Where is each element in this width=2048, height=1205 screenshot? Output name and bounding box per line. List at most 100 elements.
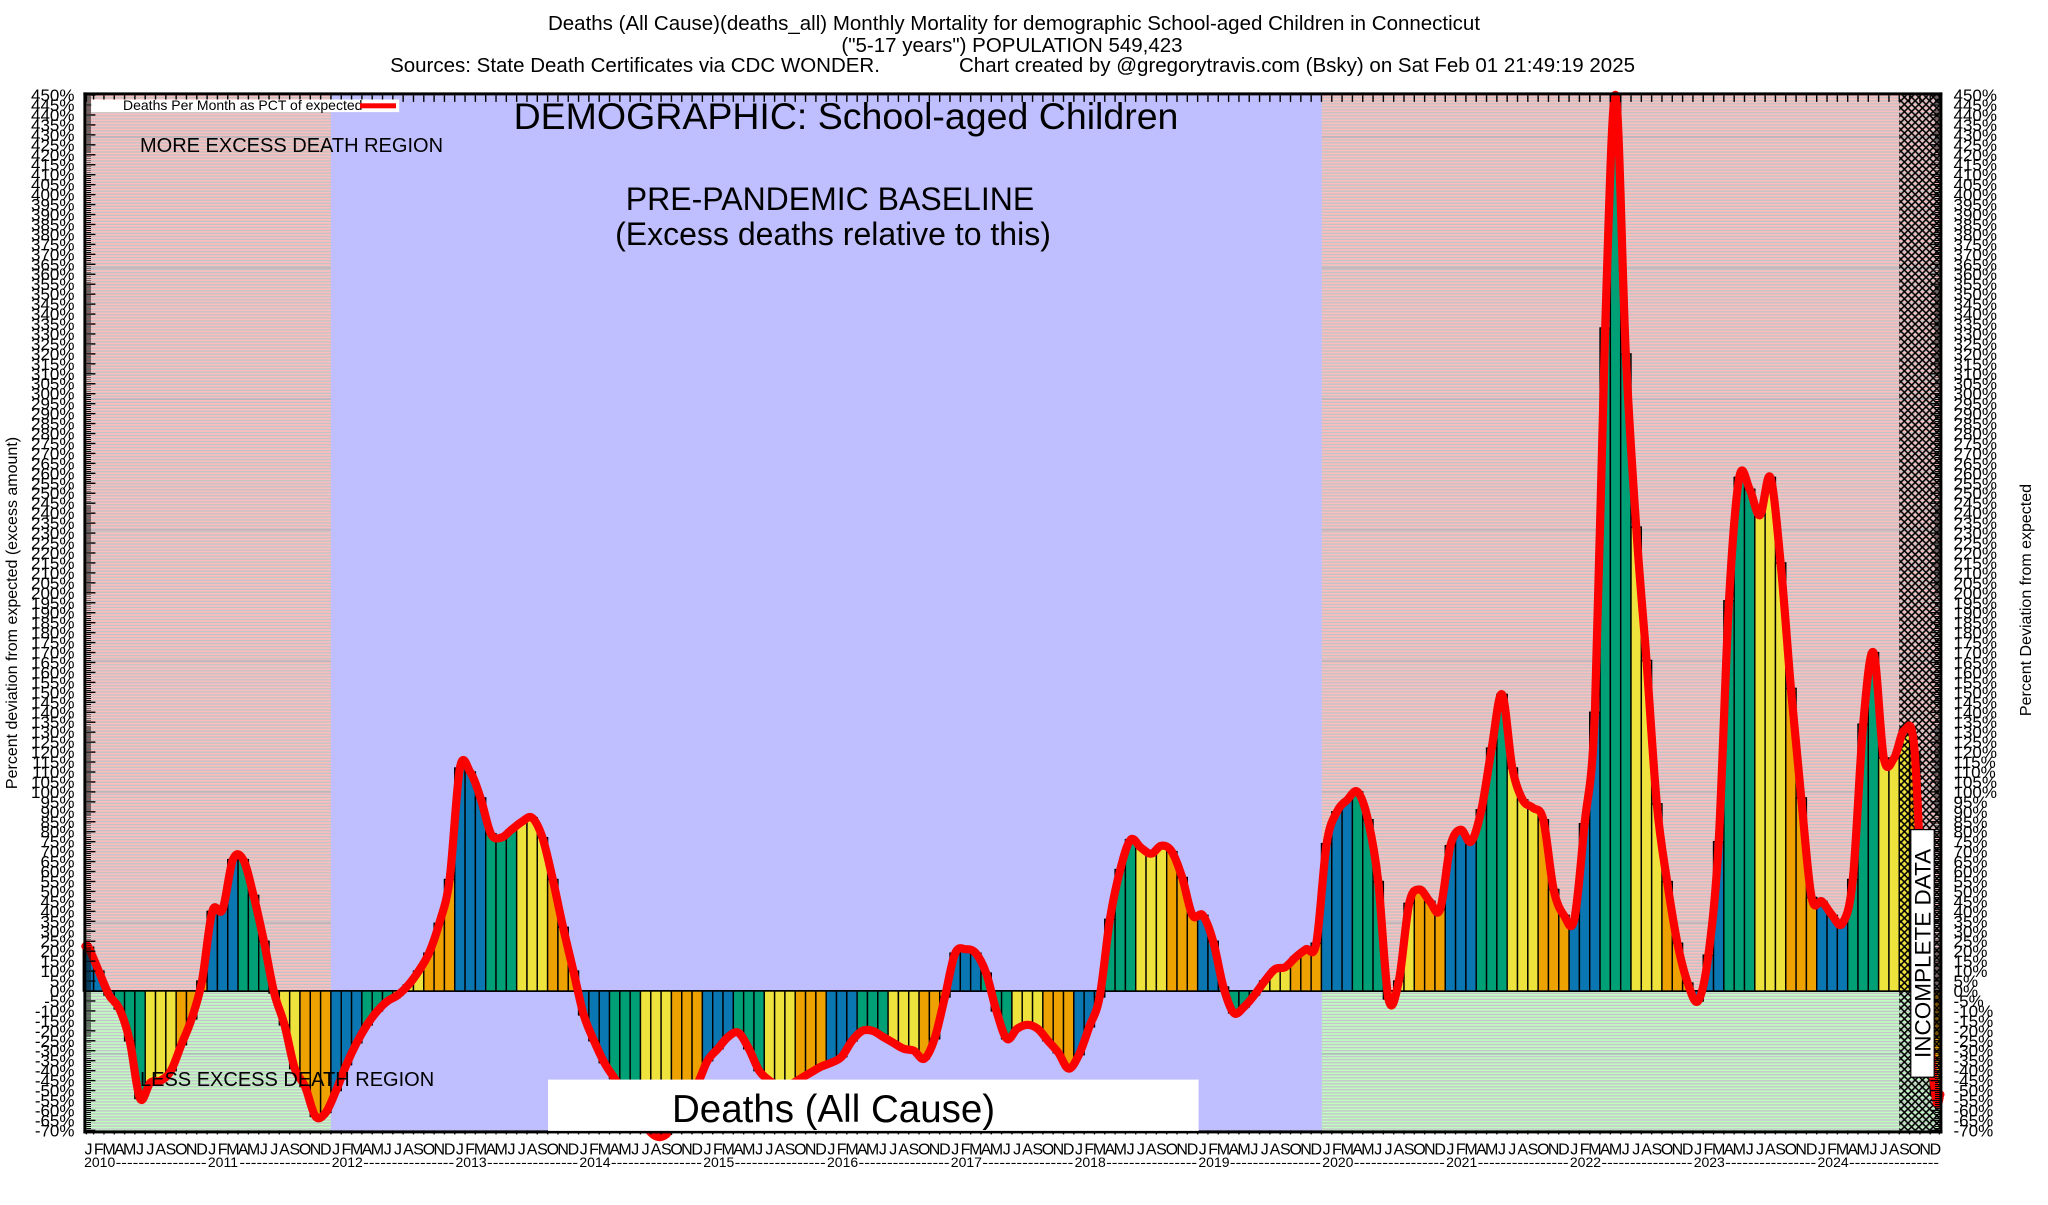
svg-text:J: J — [384, 1142, 392, 1159]
svg-text:M: M — [1588, 1142, 1601, 1159]
svg-text:S: S — [166, 1142, 177, 1159]
svg-text:J: J — [1756, 1142, 1764, 1159]
svg-text:A: A — [1270, 1142, 1281, 1159]
svg-text:190%: 190% — [1954, 604, 1997, 623]
svg-text:5%: 5% — [50, 972, 75, 991]
svg-text:-40%: -40% — [1954, 1062, 1994, 1081]
svg-text:-60%: -60% — [1954, 1102, 1994, 1121]
svg-text:315%: 315% — [1954, 355, 1997, 374]
svg-text:225%: 225% — [1954, 534, 1997, 553]
svg-text:D: D — [939, 1142, 951, 1159]
svg-text:120%: 120% — [1954, 743, 1997, 762]
svg-text:J: J — [951, 1142, 959, 1159]
svg-text:375%: 375% — [31, 235, 74, 254]
svg-text:105%: 105% — [1954, 773, 1997, 792]
svg-text:435%: 435% — [1954, 116, 1997, 135]
svg-text:A: A — [774, 1142, 785, 1159]
svg-text:145%: 145% — [1954, 693, 1997, 712]
svg-text:J: J — [1870, 1142, 1878, 1159]
svg-text:280%: 280% — [31, 425, 74, 444]
svg-text:Chart created by @gregorytravi: Chart created by @gregorytravis.com (Bsk… — [959, 54, 1635, 77]
svg-text:-50%: -50% — [35, 1082, 75, 1101]
svg-text:2023: 2023 — [1694, 1154, 1725, 1170]
svg-text:185%: 185% — [31, 614, 74, 633]
svg-text:S: S — [1404, 1142, 1415, 1159]
svg-text:220%: 220% — [31, 544, 74, 563]
svg-text:0%: 0% — [1954, 982, 1979, 1001]
svg-text:O: O — [1289, 1142, 1301, 1159]
svg-text:J: J — [1250, 1142, 1258, 1159]
svg-text:N: N — [681, 1142, 693, 1159]
svg-text:Deaths (All Cause)(deaths_all): Deaths (All Cause)(deaths_all) Monthly M… — [548, 12, 1480, 35]
svg-text:2010: 2010 — [84, 1154, 115, 1170]
svg-text:50%: 50% — [1954, 883, 1988, 902]
svg-text:S: S — [661, 1142, 672, 1159]
svg-text:100%: 100% — [31, 783, 74, 802]
svg-text:----------------: ---------------- — [982, 1154, 1073, 1170]
svg-text:135%: 135% — [1954, 713, 1997, 732]
svg-text:D: D — [1063, 1142, 1075, 1159]
svg-text:405%: 405% — [31, 176, 74, 195]
svg-text:370%: 370% — [1954, 245, 1997, 264]
svg-text:375%: 375% — [1954, 235, 1997, 254]
svg-text:D: D — [1930, 1142, 1942, 1159]
svg-text:O: O — [794, 1142, 806, 1159]
svg-text:J: J — [1880, 1142, 1888, 1159]
svg-text:O: O — [918, 1142, 930, 1159]
svg-text:35%: 35% — [40, 912, 74, 931]
svg-text:F: F — [94, 1142, 104, 1159]
svg-text:A: A — [609, 1142, 620, 1159]
svg-text:A: A — [857, 1142, 868, 1159]
svg-text:180%: 180% — [1954, 624, 1997, 643]
svg-text:A: A — [279, 1142, 290, 1159]
svg-text:O: O — [423, 1142, 435, 1159]
svg-text:D: D — [444, 1142, 456, 1159]
svg-text:O: O — [175, 1142, 187, 1159]
svg-text:310%: 310% — [31, 365, 74, 384]
svg-text:210%: 210% — [1954, 564, 1997, 583]
svg-text:J: J — [146, 1142, 154, 1159]
svg-text:J: J — [755, 1142, 763, 1159]
svg-text:110%: 110% — [32, 763, 74, 782]
svg-text:120%: 120% — [31, 743, 74, 762]
svg-text:A: A — [155, 1142, 166, 1159]
svg-text:2015: 2015 — [703, 1154, 734, 1170]
svg-text:365%: 365% — [1954, 255, 1997, 274]
svg-text:O: O — [299, 1142, 311, 1159]
svg-text:N: N — [805, 1142, 817, 1159]
svg-text:M: M — [866, 1142, 879, 1159]
svg-text:N: N — [1176, 1142, 1188, 1159]
svg-text:60%: 60% — [1954, 863, 1988, 882]
svg-text:2018: 2018 — [1075, 1154, 1106, 1170]
svg-text:M: M — [247, 1142, 260, 1159]
svg-text:310%: 310% — [1954, 365, 1997, 384]
svg-text:J: J — [1323, 1142, 1331, 1159]
svg-text:J: J — [1385, 1142, 1393, 1159]
svg-text:M: M — [990, 1142, 1003, 1159]
svg-text:D: D — [196, 1142, 208, 1159]
svg-text:----------------: ---------------- — [611, 1154, 702, 1170]
svg-text:-60%: -60% — [35, 1102, 75, 1121]
svg-text:F: F — [837, 1142, 847, 1159]
svg-text:60%: 60% — [40, 863, 74, 882]
svg-text:F: F — [1208, 1142, 1218, 1159]
svg-text:-5%: -5% — [1954, 992, 1984, 1011]
svg-text:F: F — [713, 1142, 723, 1159]
svg-text:DEMOGRAPHIC: School-aged Child: DEMOGRAPHIC: School-aged Children — [514, 95, 1179, 137]
svg-text:65%: 65% — [40, 853, 74, 872]
svg-text:LESS EXCESS DEATH REGION: LESS EXCESS DEATH REGION — [140, 1069, 434, 1091]
svg-text:150%: 150% — [1954, 683, 1997, 702]
svg-text:-30%: -30% — [1954, 1042, 1994, 1061]
svg-text:M: M — [722, 1142, 735, 1159]
svg-text:360%: 360% — [31, 265, 74, 284]
svg-text:415%: 415% — [31, 156, 74, 175]
svg-text:-65%: -65% — [1954, 1111, 1994, 1130]
svg-text:J: J — [1694, 1142, 1702, 1159]
svg-text:325%: 325% — [1954, 335, 1997, 354]
svg-text:335%: 335% — [1954, 315, 1997, 334]
svg-text:255%: 255% — [1954, 474, 1997, 493]
svg-text:15%: 15% — [1954, 952, 1988, 971]
svg-text:295%: 295% — [31, 395, 74, 414]
svg-text:130%: 130% — [31, 723, 74, 742]
svg-text:D: D — [691, 1142, 703, 1159]
